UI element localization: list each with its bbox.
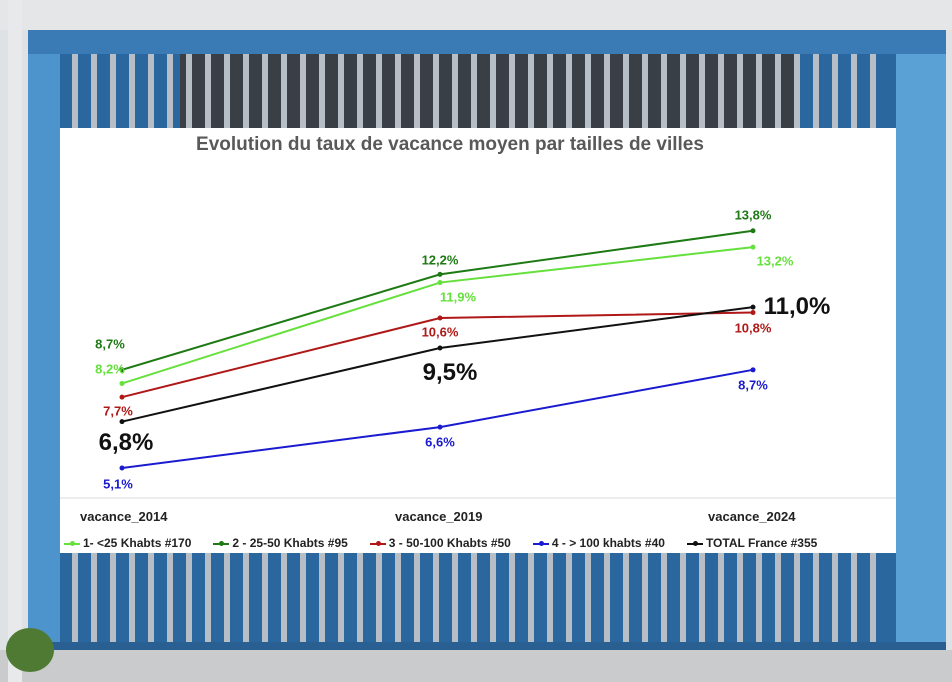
chart-title: Evolution du taux de vacance moyen par t… (196, 134, 704, 155)
data-label: 10,6% (421, 324, 459, 340)
data-point (750, 228, 756, 234)
data-point (119, 394, 125, 400)
data-label: 13,2% (756, 253, 794, 269)
data-point (437, 280, 443, 286)
data-label: 13,8% (734, 207, 772, 223)
legend-label: 4 - > 100 khabts #40 (551, 536, 665, 550)
data-label: 11,0% (763, 293, 831, 321)
data-point (437, 315, 443, 321)
right-panel (896, 54, 946, 642)
x-tick-label: vacance_2024 (708, 509, 796, 524)
data-point (119, 465, 125, 471)
shutter-top-beam (28, 30, 946, 54)
legend-swatch (686, 539, 703, 548)
data-point (750, 367, 756, 373)
data-point (119, 367, 125, 373)
legend-item: TOTAL France #355 (686, 536, 818, 550)
chart-panel: Evolution du taux de vacance moyen par t… (60, 128, 896, 553)
bottom-rail (28, 642, 946, 650)
data-point (437, 345, 443, 351)
legend-label: 1- <25 Khabts #170 (83, 536, 192, 550)
data-point (750, 310, 756, 316)
data-point (437, 424, 443, 430)
data-point (437, 271, 443, 277)
chart-plot (60, 228, 896, 499)
legend-item: 3 - 50-100 Khabts #50 (369, 536, 511, 550)
data-label: 6,8% (98, 428, 154, 456)
drain-pipe (8, 0, 22, 682)
legend-label: TOTAL France #355 (705, 536, 818, 550)
x-tick-label: vacance_2019 (395, 509, 483, 524)
data-point (119, 419, 125, 425)
data-label: 6,6% (425, 434, 455, 450)
left-panel (28, 54, 60, 642)
data-label: 5,1% (103, 476, 133, 492)
chart-legend: 1- <25 Khabts #170 2 - 25-50 Khabts #95 3 … (60, 532, 896, 554)
legend-label: 3 - 50-100 Khabts #50 (388, 536, 511, 550)
data-point (119, 380, 125, 386)
data-label: 12,2% (421, 252, 459, 268)
data-label: 10,8% (734, 320, 772, 336)
upper-wall (0, 0, 952, 30)
legend-swatch (369, 539, 386, 548)
weed-plant (6, 628, 54, 672)
data-label: 7,7% (103, 403, 133, 419)
pavement (0, 650, 952, 682)
data-label: 8,2% (95, 361, 125, 377)
legend-label: 2 - 25-50 Khabts #95 (232, 536, 348, 550)
legend-swatch (213, 539, 230, 548)
data-label: 11,9% (439, 289, 477, 305)
legend-item: 2 - 25-50 Khabts #95 (213, 536, 348, 550)
data-label: 8,7% (95, 336, 125, 352)
x-tick-label: vacance_2014 (80, 509, 168, 524)
legend-swatch (532, 539, 549, 548)
data-point (750, 244, 756, 250)
legend-item: 1- <25 Khabts #170 (64, 536, 191, 550)
legend-item: 4 - > 100 khabts #40 (532, 536, 665, 550)
data-label: 8,7% (738, 377, 768, 393)
data-label: 9,5% (422, 359, 478, 386)
data-point (750, 304, 756, 310)
legend-swatch (64, 539, 80, 548)
